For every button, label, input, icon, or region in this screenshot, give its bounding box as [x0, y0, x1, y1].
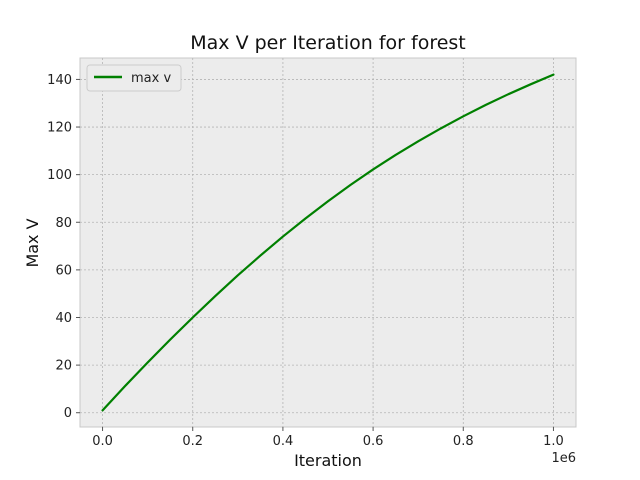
plot-area: [79, 57, 577, 428]
x-axis-label: Iteration: [294, 451, 362, 470]
y-axis: 0 20 40 60 80 100 120 140: [47, 73, 80, 421]
grid: [80, 58, 576, 427]
y-tick-label: 140: [47, 73, 72, 88]
x-tick-label: 0.4: [273, 434, 294, 449]
series-lines: [101, 73, 555, 412]
x-tick-label: 0.6: [363, 434, 384, 449]
y-tick-label: 20: [55, 359, 72, 374]
y-tick-label: 80: [55, 216, 72, 231]
y-tick-label: 120: [47, 121, 72, 136]
y-tick-label: 60: [55, 263, 72, 278]
y-tick-label: 40: [55, 311, 72, 326]
x-axis: 0.0 0.2 0.4 0.6 0.8 1.0: [92, 427, 564, 449]
legend-box: [86, 64, 182, 92]
chart-title: Max V per Iteration for forest: [190, 32, 466, 54]
legend: max v: [86, 64, 182, 92]
y-tick-label: 100: [47, 168, 72, 183]
legend-label-max-v: max v: [131, 71, 171, 86]
y-axis-label: Max V: [23, 218, 42, 267]
x-tick-label: 1.0: [543, 434, 564, 449]
x-tick-label: 0.2: [182, 434, 203, 449]
y-tick-label: 0: [64, 406, 72, 421]
x-axis-offset-label: 1e6: [551, 451, 576, 466]
x-tick-label: 0.8: [453, 434, 474, 449]
x-tick-label: 0.0: [92, 434, 113, 449]
